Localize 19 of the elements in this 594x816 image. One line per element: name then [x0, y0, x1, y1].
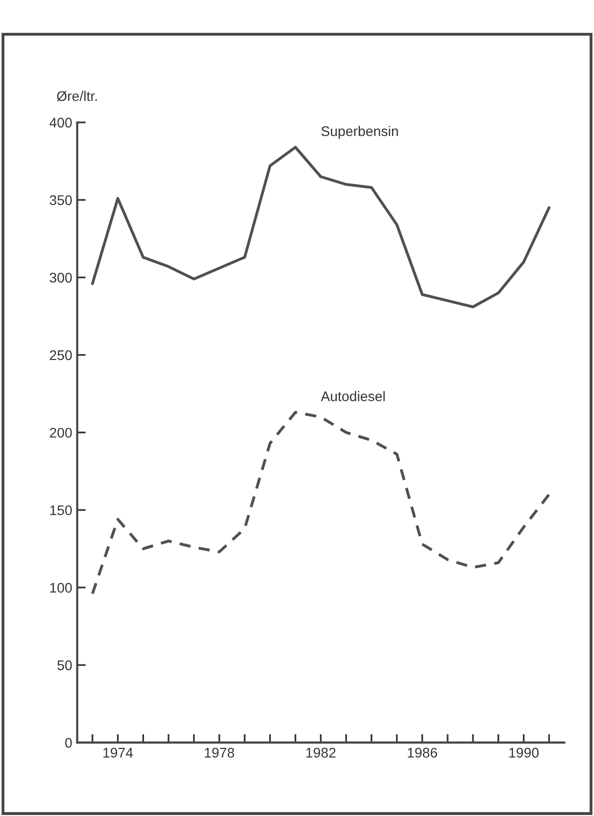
y-tick-label: 100 [50, 582, 72, 593]
line-series [91, 146, 550, 308]
x-tick-label: 1990 [509, 748, 539, 758]
y-tick-label: 250 [50, 350, 72, 360]
y-tick-label: 50 [57, 660, 72, 670]
y-tick-label: 0 [65, 738, 72, 748]
x-tick-label: 1974 [103, 748, 133, 758]
y-axis-title: Øre/ltr. [56, 90, 97, 102]
x-tick-label: 1978 [204, 748, 234, 758]
y-tick-label: 200 [50, 428, 72, 438]
y-tick-label: 300 [50, 272, 72, 283]
series-label: Superbensin [321, 126, 398, 139]
series-label: Autodiesel [320, 391, 385, 402]
x-tick-label: 1986 [408, 748, 438, 758]
x-tick-label: 1982 [306, 748, 336, 758]
y-tick-label: 400 [50, 118, 72, 128]
line-series [91, 410, 550, 596]
y-tick-label: 150 [50, 505, 72, 516]
y-tick-label: 350 [50, 195, 72, 206]
